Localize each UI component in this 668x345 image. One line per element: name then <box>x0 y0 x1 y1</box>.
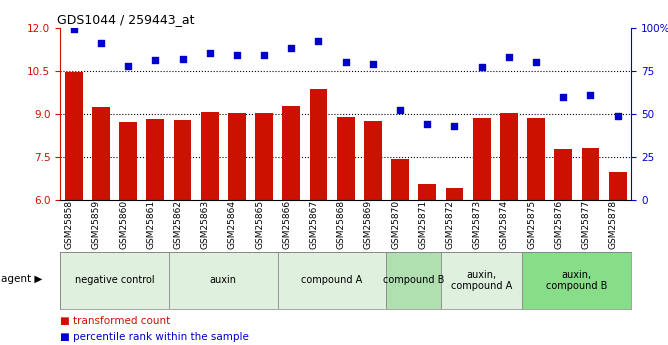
Bar <box>418 184 436 200</box>
Point <box>232 52 242 58</box>
Text: GSM25860: GSM25860 <box>119 200 128 249</box>
Bar <box>120 122 137 200</box>
Text: GSM25875: GSM25875 <box>527 200 536 249</box>
Bar <box>310 89 327 200</box>
Point <box>96 40 106 46</box>
Text: GDS1044 / 259443_at: GDS1044 / 259443_at <box>57 13 195 27</box>
Bar <box>283 106 300 200</box>
Bar <box>92 107 110 200</box>
Bar <box>174 120 191 200</box>
Text: GSM25878: GSM25878 <box>609 200 618 249</box>
Text: GSM25858: GSM25858 <box>65 200 73 249</box>
Bar <box>446 188 464 200</box>
Text: auxin,
compound A: auxin, compound A <box>451 269 512 291</box>
Text: GSM25859: GSM25859 <box>92 200 101 249</box>
Text: agent ▶: agent ▶ <box>1 275 43 284</box>
Bar <box>391 159 409 200</box>
Point <box>286 46 297 51</box>
Point <box>613 113 623 118</box>
Bar <box>527 118 545 200</box>
Point <box>313 39 324 44</box>
Point <box>422 121 433 127</box>
Text: GSM25873: GSM25873 <box>473 200 482 249</box>
Text: GSM25874: GSM25874 <box>500 200 509 249</box>
Point <box>259 52 269 58</box>
Point <box>367 61 378 67</box>
Text: GSM25865: GSM25865 <box>255 200 264 249</box>
Bar <box>441 252 522 309</box>
Point <box>449 123 460 129</box>
Bar <box>201 112 218 200</box>
Point <box>340 59 351 65</box>
Bar <box>364 121 381 200</box>
Text: auxin: auxin <box>210 275 236 285</box>
Text: GSM25871: GSM25871 <box>418 200 428 249</box>
Text: GSM25866: GSM25866 <box>283 200 291 249</box>
Text: GSM25876: GSM25876 <box>554 200 563 249</box>
Bar <box>278 252 387 309</box>
Bar <box>169 252 278 309</box>
Point <box>558 94 568 99</box>
Text: auxin,
compound B: auxin, compound B <box>546 269 608 291</box>
Text: ■ percentile rank within the sample: ■ percentile rank within the sample <box>60 332 249 342</box>
Point <box>204 51 215 56</box>
Bar <box>554 149 572 200</box>
Text: GSM25861: GSM25861 <box>146 200 155 249</box>
Text: GSM25870: GSM25870 <box>391 200 400 249</box>
Bar <box>387 252 441 309</box>
Text: GSM25869: GSM25869 <box>364 200 373 249</box>
Point <box>585 92 596 98</box>
Text: GSM25863: GSM25863 <box>200 200 210 249</box>
Text: compound A: compound A <box>301 275 363 285</box>
Text: GSM25868: GSM25868 <box>337 200 346 249</box>
Point <box>150 58 161 63</box>
Bar <box>146 119 164 200</box>
Bar <box>255 113 273 200</box>
Bar <box>582 148 599 200</box>
Bar <box>228 113 246 200</box>
Bar <box>65 72 83 200</box>
Text: GSM25864: GSM25864 <box>228 200 237 249</box>
Point <box>123 63 134 68</box>
Point <box>530 59 541 65</box>
Point <box>504 54 514 60</box>
Text: compound B: compound B <box>383 275 444 285</box>
Bar <box>609 172 627 200</box>
Text: GSM25867: GSM25867 <box>309 200 319 249</box>
Bar <box>522 252 631 309</box>
Text: GSM25872: GSM25872 <box>446 200 454 249</box>
Point <box>68 27 79 32</box>
Point <box>476 65 487 70</box>
Bar <box>60 252 169 309</box>
Bar <box>337 117 355 200</box>
Point <box>395 108 405 113</box>
Text: ■ transformed count: ■ transformed count <box>60 316 170 326</box>
Text: negative control: negative control <box>75 275 154 285</box>
Point <box>177 56 188 61</box>
Text: GSM25862: GSM25862 <box>174 200 182 249</box>
Bar <box>473 118 490 200</box>
Text: GSM25877: GSM25877 <box>581 200 591 249</box>
Bar <box>500 113 518 200</box>
